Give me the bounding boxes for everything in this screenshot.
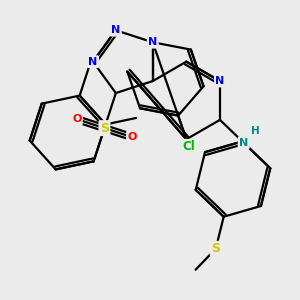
Text: S: S xyxy=(100,122,109,135)
Text: S: S xyxy=(211,242,220,255)
Text: O: O xyxy=(72,114,81,124)
Text: N: N xyxy=(148,37,158,47)
Text: N: N xyxy=(215,76,225,86)
Text: N: N xyxy=(111,25,121,35)
Text: O: O xyxy=(128,132,137,142)
Text: N: N xyxy=(88,57,98,67)
Text: Cl: Cl xyxy=(183,140,195,153)
Text: N: N xyxy=(239,138,248,148)
Text: H: H xyxy=(251,126,260,136)
